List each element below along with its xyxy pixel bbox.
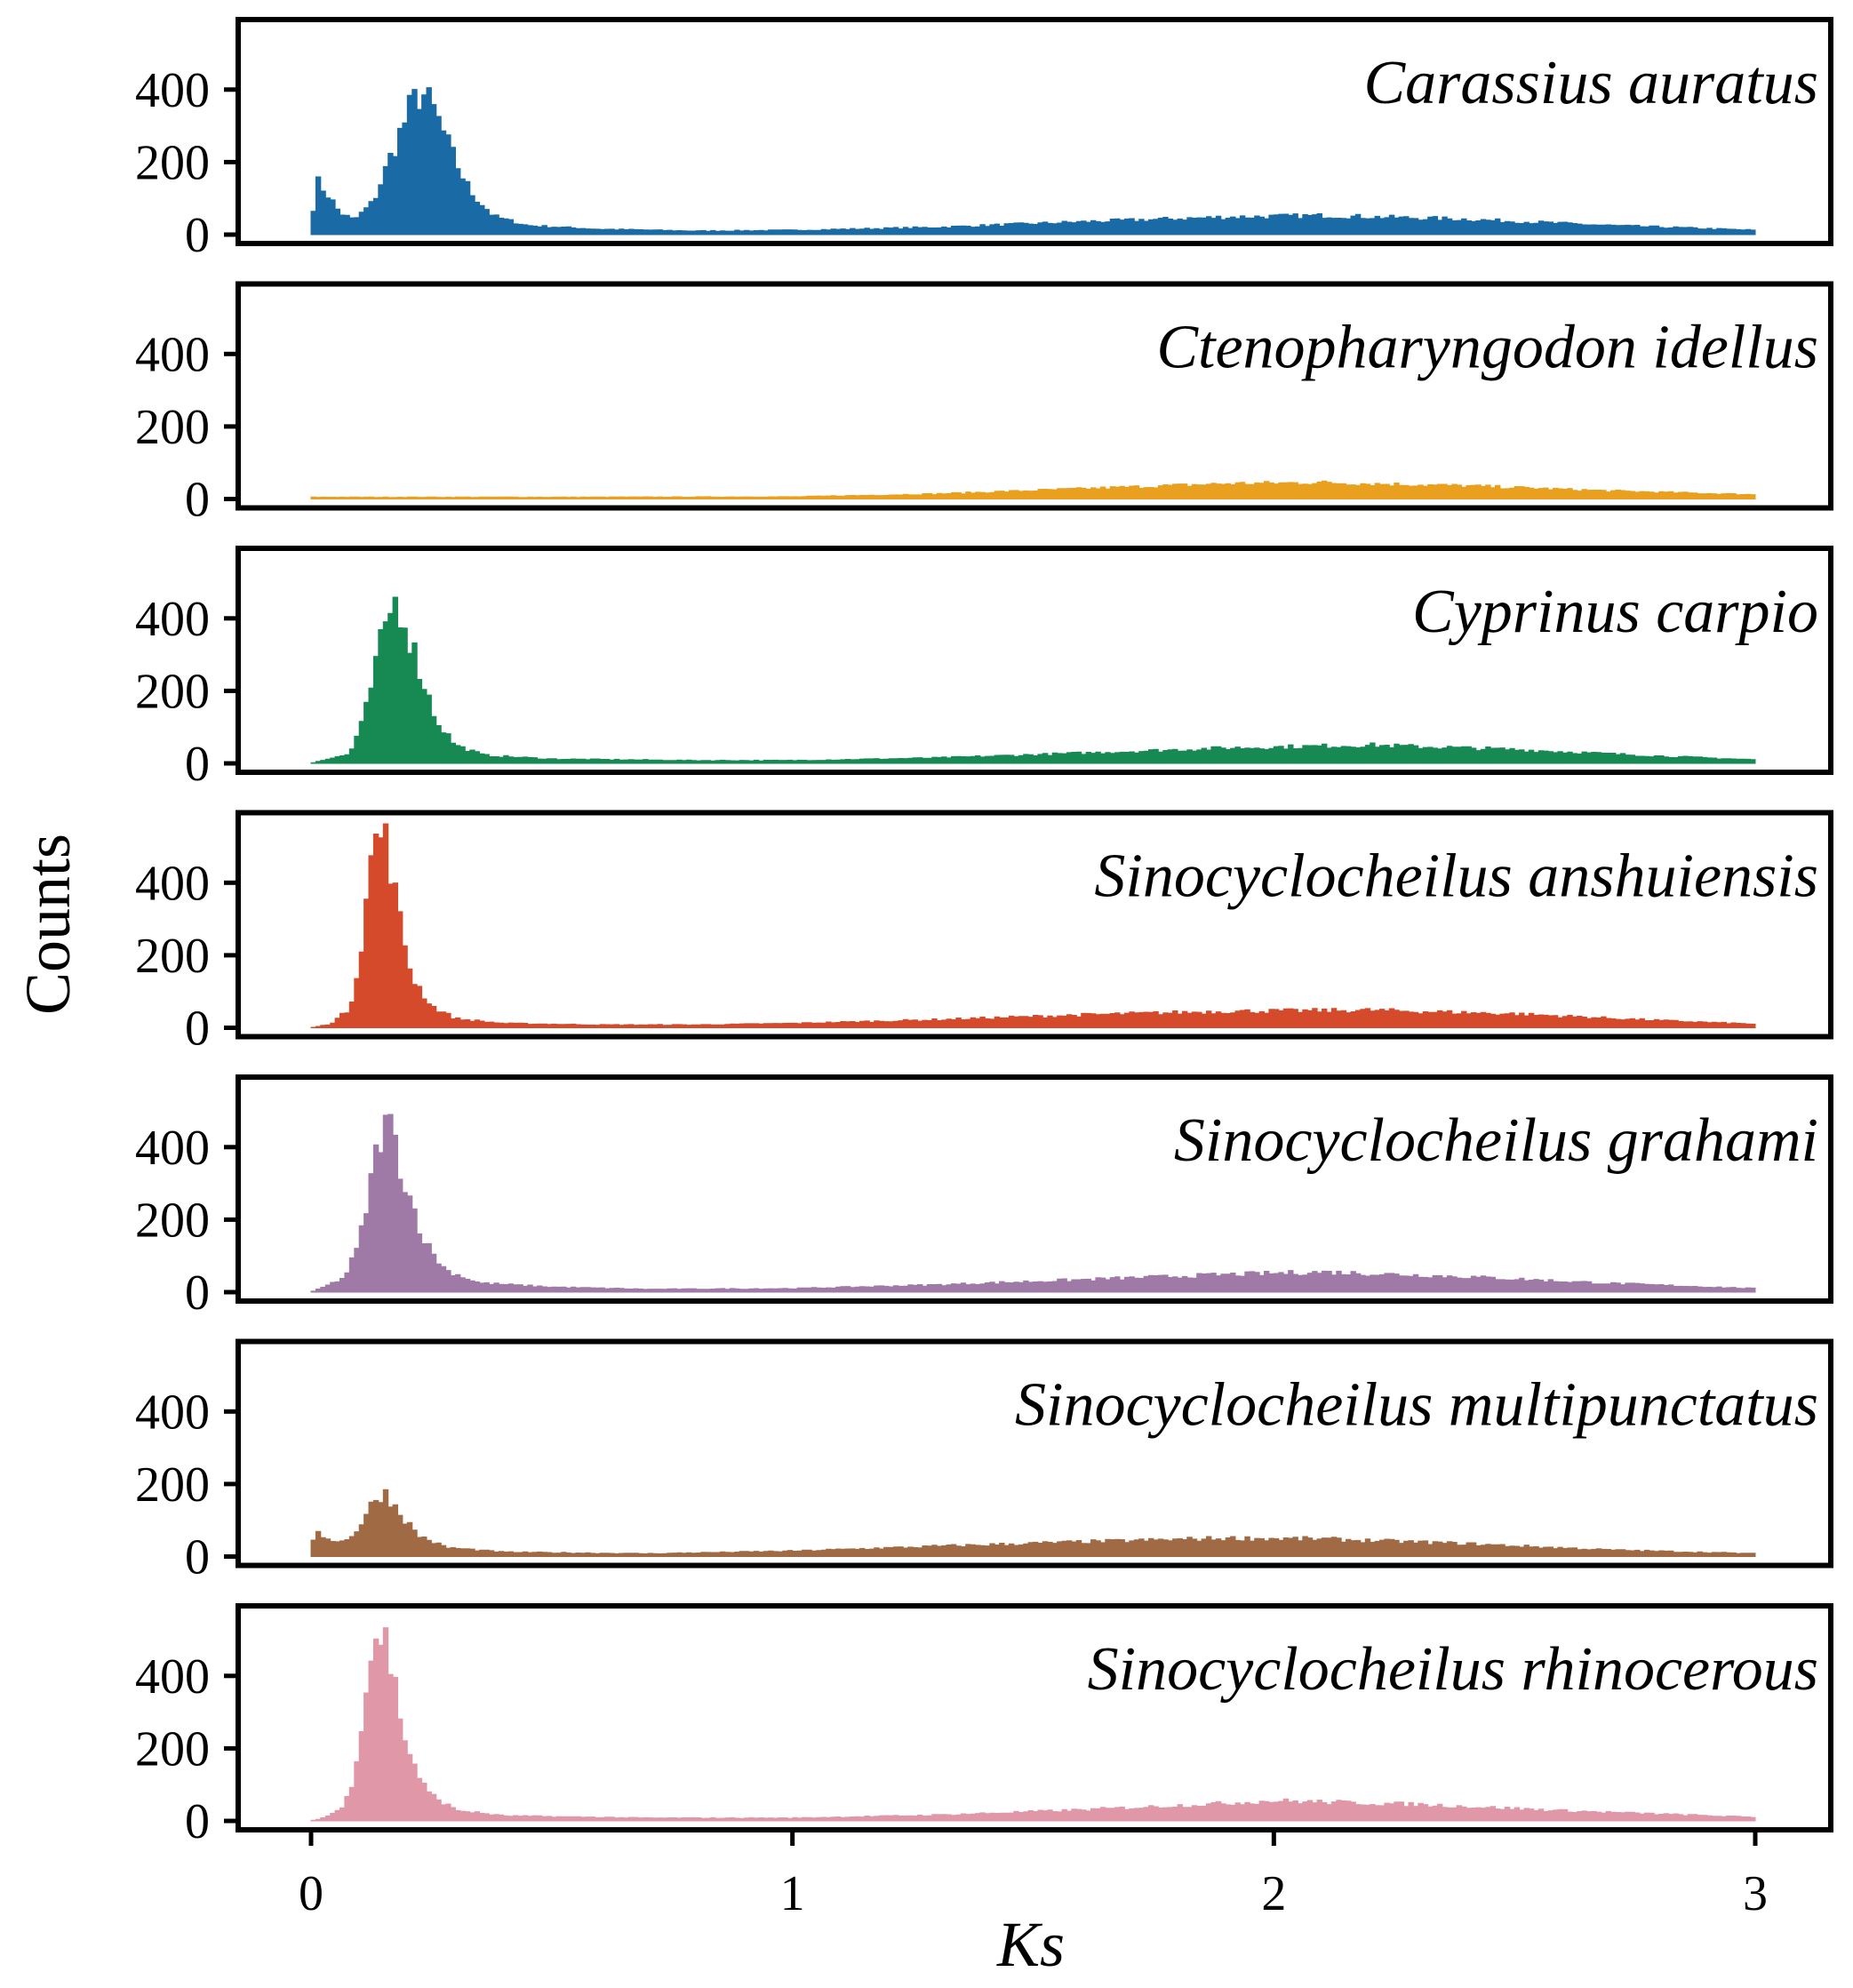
panel-cyprinus-carpio: 0 200 400 Cyprinus carpio (135, 546, 1833, 792)
y-tick-label: 0 (185, 208, 210, 263)
panel-sinocyclocheilus-anshuiensis: 0 200 400 Sinocyclocheilus anshuiensis (135, 810, 1833, 1057)
y-tick-label: 0 (185, 737, 210, 792)
x-tick-label: 2 (1261, 1866, 1286, 1921)
y-tick-label: 400 (135, 63, 210, 118)
panel-carassius-auratus: 0 200 400 Carassius auratus (135, 17, 1833, 263)
histogram-bars (310, 1114, 1756, 1293)
y-axis-title: Counts (12, 834, 84, 1015)
panel-frame (236, 810, 1833, 1040)
y-tick-label: 200 (135, 400, 210, 455)
y-tick-label: 200 (135, 135, 210, 190)
y-tick-label: 0 (185, 1530, 210, 1585)
y-tick-label: 0 (185, 1794, 210, 1849)
panel-ctenopharyngodon-idellus: 0 200 400 Ctenopharyngodon idellus (135, 281, 1833, 528)
species-label: Sinocyclocheilus anshuiensis (1094, 842, 1818, 911)
y-tick-label: 0 (185, 1265, 210, 1321)
panel-frame (236, 1603, 1833, 1832)
y-tick-label: 400 (135, 327, 210, 382)
histogram-bars (310, 87, 1756, 236)
species-label: Sinocyclocheilus rhinocerous (1088, 1635, 1818, 1704)
histogram-bars (310, 480, 1756, 499)
y-tick-label: 400 (135, 1385, 210, 1440)
y-tick-label: 0 (185, 473, 210, 528)
panel-sinocyclocheilus-grahami: 0 200 400 Sinocyclocheilus grahami (135, 1074, 1833, 1321)
species-label: Ctenopharyngodon idellus (1156, 314, 1818, 382)
species-label: Sinocyclocheilus grahami (1174, 1106, 1818, 1175)
panel-frame (236, 1074, 1833, 1304)
y-tick-label: 400 (135, 1121, 210, 1176)
panel-frame (236, 1338, 1833, 1569)
y-tick-label: 0 (185, 1002, 210, 1057)
y-tick-label: 200 (135, 929, 210, 984)
x-tick-label: 3 (1743, 1866, 1768, 1921)
y-tick-label: 400 (135, 856, 210, 911)
histogram-bars (310, 1489, 1756, 1557)
panel-frame (236, 17, 1833, 246)
y-tick-label: 400 (135, 592, 210, 647)
histogram-bars (310, 823, 1756, 1028)
panel-sinocyclocheilus-multipunctatus: 0 200 400 Sinocyclocheilus multipunctatus (135, 1338, 1833, 1585)
histogram-bars (310, 1627, 1756, 1822)
panel-frame (236, 281, 1833, 511)
species-label: Sinocyclocheilus multipunctatus (1015, 1371, 1818, 1440)
panel-frame (236, 546, 1833, 775)
y-tick-label: 200 (135, 1721, 210, 1776)
x-tick-label: 0 (299, 1866, 323, 1921)
species-label: Carassius auratus (1363, 49, 1818, 117)
species-label: Cyprinus carpio (1412, 578, 1818, 646)
x-tick-label: 1 (780, 1866, 805, 1921)
panel-sinocyclocheilus-rhinocerous: 0 200 400 Sinocyclocheilus rhinocerous (135, 1603, 1833, 1849)
x-axis-title: Ks (996, 1909, 1065, 1980)
y-tick-label: 200 (135, 664, 210, 719)
y-tick-label: 200 (135, 1193, 210, 1248)
histogram-bars (310, 596, 1756, 764)
y-tick-label: 200 (135, 1457, 210, 1513)
y-tick-label: 400 (135, 1649, 210, 1705)
